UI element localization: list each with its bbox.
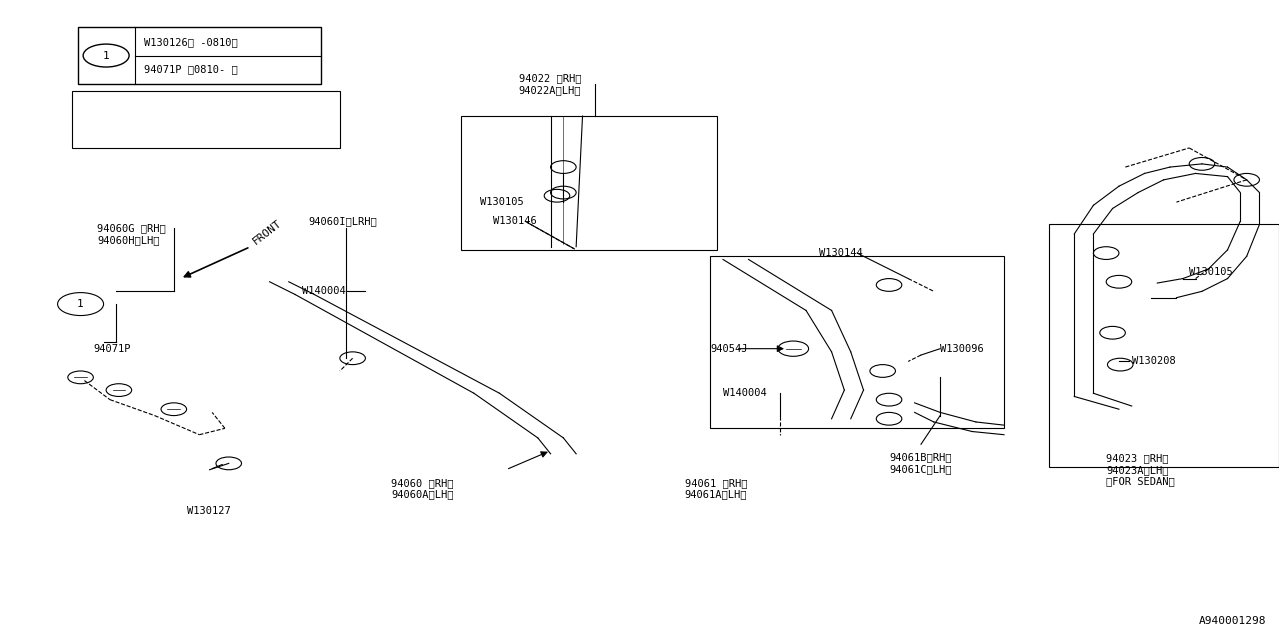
Text: W130146: W130146 [493,216,536,226]
Text: 94060G 〈RH〉
94060H〈LH〉: 94060G 〈RH〉 94060H〈LH〉 [97,223,166,244]
Text: FRONT: FRONT [251,218,283,246]
Bar [461,116,717,250]
Text: 94060 〈RH〉
94060A〈LH〉: 94060 〈RH〉 94060A〈LH〉 [390,478,453,500]
Text: W130126〈 -0810〉: W130126〈 -0810〉 [145,36,238,47]
Text: 94071P 〈0810- 〉: 94071P 〈0810- 〉 [145,64,238,74]
Bar [72,91,340,148]
Text: 94071P: 94071P [93,344,131,354]
Text: 94060I〈LRH〉: 94060I〈LRH〉 [308,216,376,226]
Text: 94061 〈RH〉
94061A〈LH〉: 94061 〈RH〉 94061A〈LH〉 [685,478,748,500]
Text: A940001298: A940001298 [1198,616,1266,626]
Text: W130105: W130105 [1189,268,1233,277]
Text: 94061B〈RH〉
94061C〈LH〉: 94061B〈RH〉 94061C〈LH〉 [890,452,951,474]
Text: W130105: W130105 [480,197,524,207]
Bar [78,27,321,84]
Text: W140004: W140004 [302,286,346,296]
Text: 1: 1 [102,51,110,61]
Text: 1: 1 [77,299,84,309]
Text: W130096: W130096 [940,344,984,354]
Bar [1048,225,1279,467]
Text: W130144: W130144 [819,248,863,258]
Text: 94022 〈RH〉
94022A〈LH〉: 94022 〈RH〉 94022A〈LH〉 [518,74,581,95]
Text: W140004: W140004 [723,388,767,398]
Text: 94023 〈RH〉
94023A〈LH〉
〈FOR SEDAN〉: 94023 〈RH〉 94023A〈LH〉 〈FOR SEDAN〉 [1106,453,1175,486]
Bar [710,256,1004,428]
Text: 94054J: 94054J [710,344,748,354]
Text: W130127: W130127 [187,506,230,516]
Text: W130208: W130208 [1132,356,1175,367]
